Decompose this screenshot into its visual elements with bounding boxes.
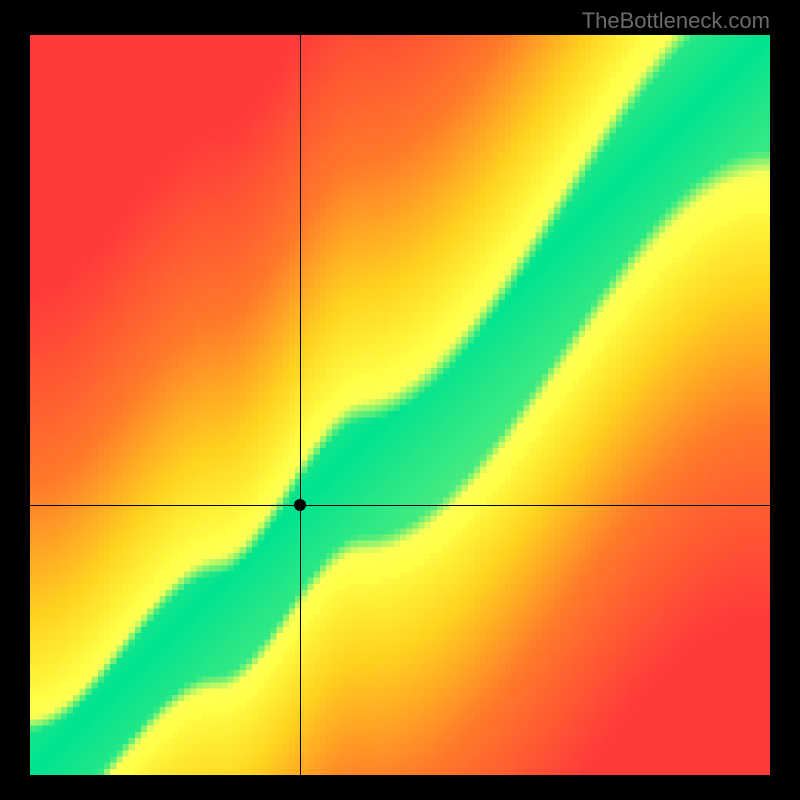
chart-container: TheBottleneck.com	[0, 0, 800, 800]
heatmap-canvas	[30, 35, 770, 775]
crosshair-vertical	[300, 35, 301, 775]
watermark-text: TheBottleneck.com	[582, 8, 770, 34]
crosshair-horizontal	[30, 505, 770, 506]
plot-area	[30, 35, 770, 775]
marker-point	[294, 499, 306, 511]
